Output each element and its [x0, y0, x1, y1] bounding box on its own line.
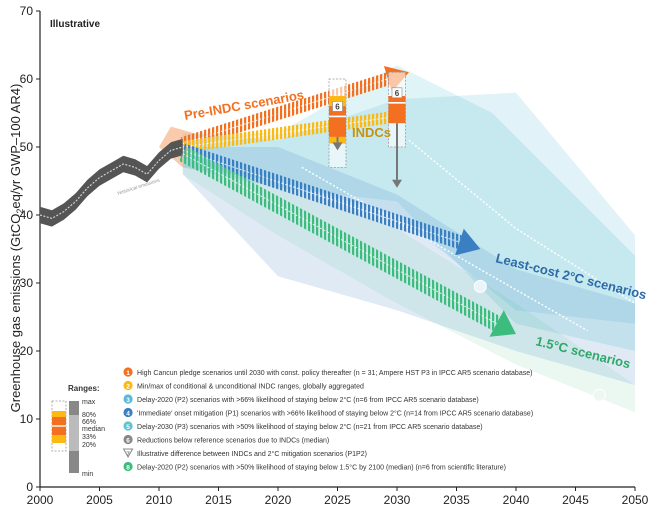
delay2020-median-line [301, 166, 588, 332]
y-axis-label-part-2: eq/yr GWP–100 AR4) [8, 84, 23, 209]
x-tick-label: 2035 [443, 493, 470, 507]
indc-arrow-median [182, 115, 398, 148]
annotation-number: 3 [126, 397, 130, 404]
one-five-arrow-head [489, 310, 516, 337]
reduction-marker-box [391, 87, 403, 99]
band-marker-5 [473, 279, 487, 293]
x-tick-label: 2005 [86, 493, 113, 507]
annotation-item-8: 8 Delay-2020 (P2) scenarios with >50% lik… [123, 461, 506, 472]
y-tick-label: 40 [20, 208, 34, 222]
reduction-marker-box [332, 101, 343, 112]
annotation-text: Reductions below reference scenarios due… [137, 438, 329, 445]
annotation-badge [123, 380, 133, 391]
annotation-item-6: 6 Reductions below reference scenarios du… [123, 434, 329, 445]
annotation-number: 7 [126, 451, 130, 458]
delay2020-band [182, 92, 636, 324]
annotation-item-2: 2 Min/max of conditional & unconditional … [123, 380, 364, 391]
chart-title: Illustrative [50, 19, 100, 30]
annotation-number: 4 [126, 411, 130, 418]
annotation-number: 8 [126, 465, 130, 472]
x-tick-label: 2000 [27, 493, 54, 507]
least-cost-arrow-median [182, 149, 460, 243]
band-marker-8 [592, 388, 606, 402]
annotation-number: 6 [126, 438, 130, 445]
one-five-arrow-shaft [179, 146, 501, 331]
legend-label: 33% [82, 434, 96, 441]
y-tick-label: 20 [20, 344, 34, 358]
annotation-number: 5 [126, 424, 130, 431]
annotation-text: High Cancun pledge scenarios until 2030 … [137, 370, 532, 377]
difference-arrow-icon [332, 142, 343, 151]
annotation-badge [123, 394, 133, 404]
annotation-item-7: 7 Illustrative difference between INDCs a… [122, 448, 367, 459]
legend-label: 20% [82, 442, 96, 449]
annotation-text: Illustrative difference between INDCs an… [137, 450, 367, 458]
one-five-arrow-median [182, 153, 497, 324]
reduction-marker-label: 6 [395, 89, 400, 98]
x-tick-label: 2015 [205, 493, 232, 507]
y-tick-label: 50 [20, 140, 34, 154]
range-box-2030: 6 [388, 71, 406, 188]
x-tick-label: 2030 [384, 493, 411, 507]
legend-label: median [82, 426, 105, 433]
annotation-text: Delay-2030 (P3) scenarios with >50% like… [137, 423, 483, 431]
annotation-item-1: 1 High Cancun pledge scenarios until 2030… [123, 367, 532, 377]
range-box-2025: 6 [328, 78, 347, 168]
x-tick-label: 2050 [622, 493, 649, 507]
annotation-item-3: 3 Delay-2020 (P2) scenarios with >66% lik… [123, 394, 479, 404]
x-tick-label: 2040 [503, 493, 530, 507]
legend-label: 66% [82, 419, 96, 426]
legend-label: max [82, 399, 96, 406]
annotation-number: 2 [126, 384, 130, 391]
legend-title: Ranges: [68, 384, 100, 393]
annotation-text: Min/max of conditional & unconditional I… [137, 384, 364, 391]
y-tick-label: 70 [20, 4, 34, 18]
annotation-text: 'Immediate' onset mitigation (P1) scenar… [137, 410, 533, 418]
annotation-text: Delay-2020 (P2) scenarios with >66% like… [137, 396, 479, 404]
x-tick-label: 2025 [324, 493, 351, 507]
annotation-badge [123, 367, 133, 377]
annotation-number: 1 [126, 370, 130, 377]
annotation-list: 1 High Cancun pledge scenarios until 2030… [122, 367, 533, 472]
historical-emissions [39, 138, 183, 227]
y-axis-label-part-1: Greenhouse gas emissions (GtCO [8, 214, 23, 413]
x-tick-label: 2020 [265, 493, 292, 507]
delay2030-median-line [408, 139, 636, 304]
y-tick-label: 10 [20, 412, 34, 426]
y-axis-label: Greenhouse gas emissions (GtCO2eq/yr GWP… [8, 84, 25, 413]
annotation-item-4: 4 'Immediate' onset mitigation (P1) scena… [123, 407, 533, 418]
range-markers: 66 [328, 71, 406, 188]
difference-triangle-icon [122, 448, 134, 459]
range-33-66 [388, 96, 406, 124]
one-five-arrow [179, 146, 516, 337]
annotation-badge [123, 407, 133, 418]
legend-label: min [82, 471, 93, 478]
annotation-badge [123, 434, 133, 445]
reduction-marker-label: 6 [335, 102, 340, 111]
annotation-badge [123, 461, 133, 472]
y-axis-label-subscript: 2 [15, 209, 25, 214]
historical-band [40, 138, 183, 227]
legend-label: 80% [82, 412, 96, 419]
y-tick-label: 30 [20, 276, 34, 290]
annotation-text: Delay-2020 (P2) scenarios with >50% like… [137, 464, 506, 472]
legend-grey-inner [69, 415, 79, 451]
label-historical: Historical emissions [117, 177, 161, 197]
annotation-badge [123, 421, 133, 431]
x-tick-label: 2010 [146, 493, 173, 507]
y-tick-label: 0 [26, 480, 33, 494]
least-cost-arrow [180, 143, 481, 256]
x-tick-label: 2045 [562, 493, 589, 507]
annotation-item-5: 5 Delay-2030 (P3) scenarios with >50% lik… [123, 421, 483, 431]
historical-line [39, 146, 183, 220]
label-indcs: INDCs [352, 125, 391, 140]
range-33-66 [329, 106, 346, 137]
y-tick-label: 60 [20, 72, 34, 86]
difference-arrow-icon [392, 179, 402, 188]
least-cost-arrow-head [455, 228, 481, 256]
